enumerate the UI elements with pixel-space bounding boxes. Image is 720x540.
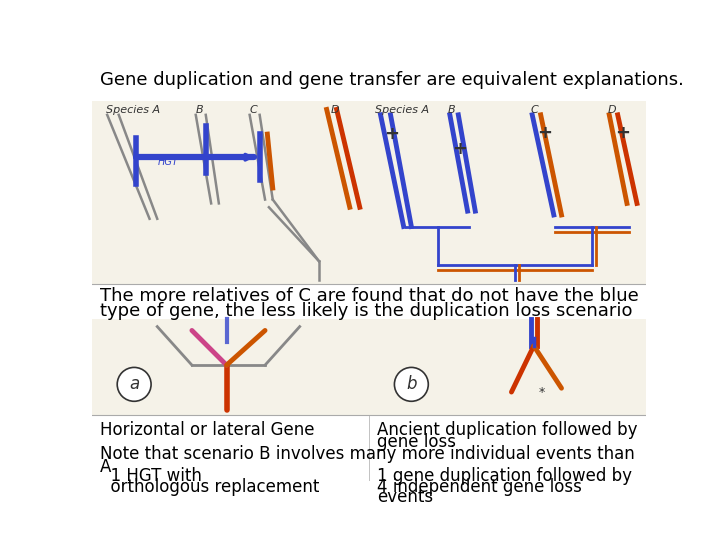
Text: events: events (377, 488, 433, 507)
Text: *: * (539, 386, 544, 399)
Text: C: C (531, 105, 539, 115)
Text: The more relatives of C are found that do not have the blue: The more relatives of C are found that d… (99, 287, 638, 305)
Text: Horizontal or lateral Gene: Horizontal or lateral Gene (99, 421, 314, 438)
Text: gene loss: gene loss (377, 433, 456, 451)
Text: Species A: Species A (375, 105, 429, 115)
Text: b: b (406, 375, 417, 393)
Text: orthologous replacement: orthologous replacement (99, 477, 319, 496)
Text: +: + (452, 140, 467, 159)
Circle shape (395, 367, 428, 401)
Text: HGT: HGT (157, 157, 178, 167)
Text: A: A (99, 457, 111, 476)
Text: 1 HGT with: 1 HGT with (99, 467, 202, 485)
Text: 1 gene duplication followed by: 1 gene duplication followed by (377, 467, 631, 485)
Text: Gene duplication and gene transfer are equivalent explanations.: Gene duplication and gene transfer are e… (99, 71, 683, 89)
Bar (92, 319, 647, 415)
Text: Ancient duplication followed by: Ancient duplication followed by (377, 421, 637, 438)
Text: Note that scenario B involves many more individual events than: Note that scenario B involves many more … (99, 445, 634, 463)
Text: Species A: Species A (106, 105, 160, 115)
Text: type of gene, the less likely is the duplication loss scenario: type of gene, the less likely is the dup… (99, 302, 632, 320)
Text: 4 independent gene loss: 4 independent gene loss (377, 477, 582, 496)
Text: D: D (608, 105, 616, 115)
Text: B: B (196, 105, 203, 115)
Text: +: + (537, 124, 552, 141)
Text: C: C (250, 105, 258, 115)
Text: +: + (384, 125, 400, 143)
Bar (92, 101, 647, 284)
Circle shape (117, 367, 151, 401)
Text: B: B (448, 105, 455, 115)
Text: D: D (330, 105, 339, 115)
Text: a: a (129, 375, 139, 393)
Text: +: + (616, 124, 631, 141)
